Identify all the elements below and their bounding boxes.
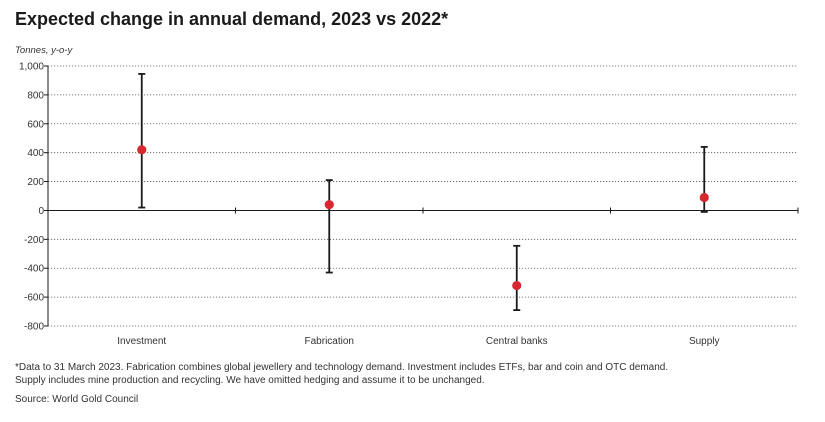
gridlines [48, 65, 798, 327]
range-bars [138, 73, 708, 312]
category-label: Supply [689, 336, 720, 347]
point-marker [137, 145, 147, 155]
y-tick-label: 0 [38, 206, 44, 217]
category-label: Fabrication [305, 336, 354, 347]
footnote: *Data to 31 March 2023. Fabrication comb… [15, 362, 669, 386]
category-labels: Investment Fabrication Central banks Supply [117, 336, 719, 347]
y-tick-label: 1,000 [19, 62, 44, 73]
y-tick-label: 800 [27, 90, 44, 101]
y-tick-label: 200 [27, 177, 44, 188]
y-tick-label: -400 [24, 264, 44, 275]
category-label: Investment [117, 336, 166, 347]
source-note: Source: World Gold Council [15, 394, 139, 405]
point-marker [512, 280, 522, 291]
category-label: Central banks [486, 336, 548, 347]
axes [44, 65, 799, 327]
y-tick-label: 600 [27, 119, 44, 130]
point-marker [324, 200, 334, 210]
y-tick-labels: 1,000 800 600 400 200 0 -200 -400 -600 -800 [19, 62, 44, 333]
y-tick-label: -600 [24, 293, 44, 304]
point-marker [699, 192, 709, 203]
y-tick-label: -200 [24, 235, 44, 246]
chart-title: Expected change in annual demand, 2023 v… [15, 9, 449, 29]
y-axis-unit-label: Tonnes, y-o-y [15, 45, 73, 56]
error-bar-chart: 1,000 800 600 400 200 0 -200 -400 -600 -800 Inves… [19, 62, 799, 347]
y-tick-label: -800 [24, 322, 44, 333]
point-markers [137, 145, 709, 291]
y-tick-label: 400 [27, 148, 44, 159]
